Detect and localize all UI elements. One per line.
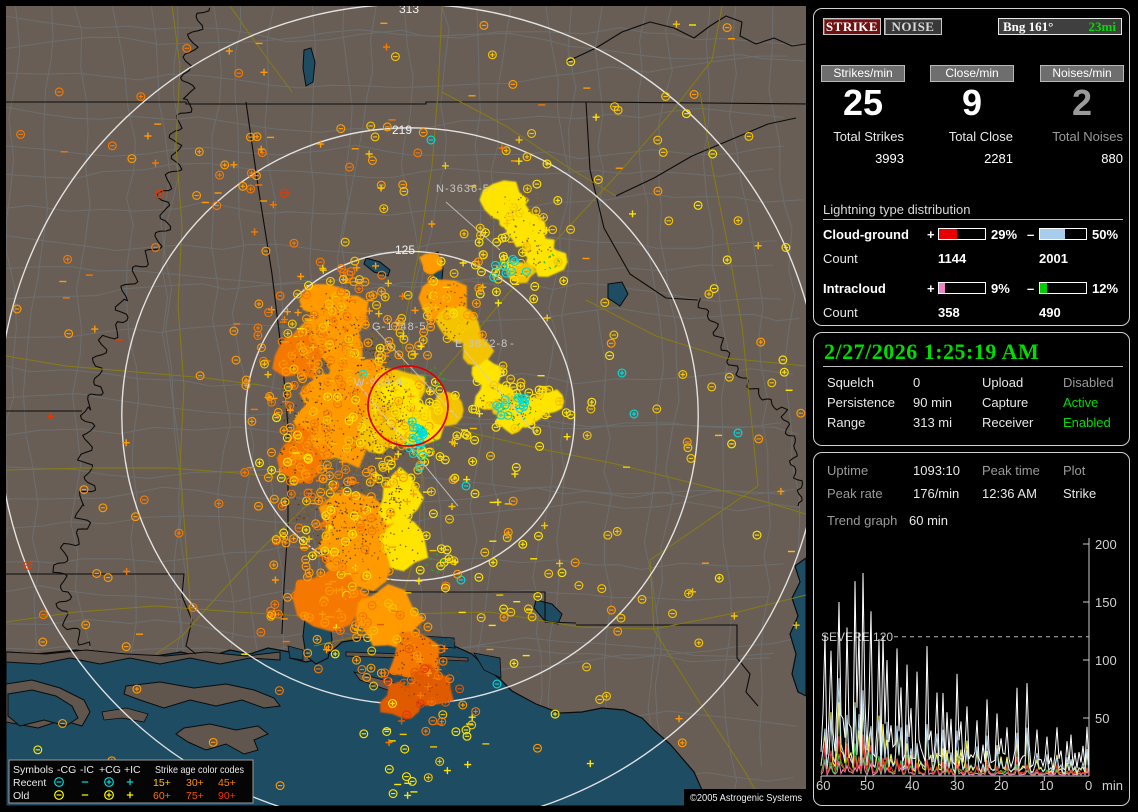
svg-text:219: 219: [392, 123, 412, 137]
svg-text:200: 200: [1095, 537, 1117, 552]
svg-text:Recent: Recent: [13, 777, 46, 789]
svg-text:150: 150: [1095, 595, 1117, 610]
svg-text:Symbols: Symbols: [13, 764, 53, 776]
svg-text:125: 125: [395, 243, 415, 257]
svg-text:30: 30: [950, 778, 964, 793]
svg-text:50: 50: [1095, 711, 1109, 726]
svg-text:-IC: -IC: [80, 764, 94, 776]
svg-text:N-3636-5 -: N-3636-5 -: [436, 183, 496, 195]
svg-text:©2005 Astrogenic Systems: ©2005 Astrogenic Systems: [690, 792, 802, 804]
svg-text:E-3872-8 -: E-3872-8 -: [455, 338, 515, 350]
svg-text:W-958-9 -: W-958-9 -: [354, 377, 410, 389]
svg-text:40: 40: [905, 778, 919, 793]
svg-text:60: 60: [816, 778, 830, 793]
svg-text:0: 0: [1085, 778, 1092, 793]
svg-text:-CG: -CG: [57, 764, 76, 776]
svg-text:Strike age color codes: Strike age color codes: [155, 764, 244, 776]
svg-text:min: min: [1102, 778, 1123, 793]
svg-text:45+: 45+: [218, 777, 236, 789]
svg-text:50: 50: [860, 778, 874, 793]
svg-text:313: 313: [399, 6, 419, 16]
svg-text:10: 10: [1039, 778, 1053, 793]
svg-text:60+: 60+: [153, 790, 171, 802]
svg-text:20: 20: [994, 778, 1008, 793]
svg-text:30+: 30+: [186, 777, 204, 789]
svg-text:+IC: +IC: [124, 764, 141, 776]
svg-text:75+: 75+: [186, 790, 204, 802]
svg-text:Old: Old: [13, 790, 30, 802]
svg-text:+CG: +CG: [99, 764, 121, 776]
svg-text:15+: 15+: [153, 777, 171, 789]
svg-text:100: 100: [1095, 653, 1117, 668]
svg-text:90+: 90+: [218, 790, 236, 802]
svg-text:G-1748-5 -: G-1748-5 -: [372, 321, 433, 333]
